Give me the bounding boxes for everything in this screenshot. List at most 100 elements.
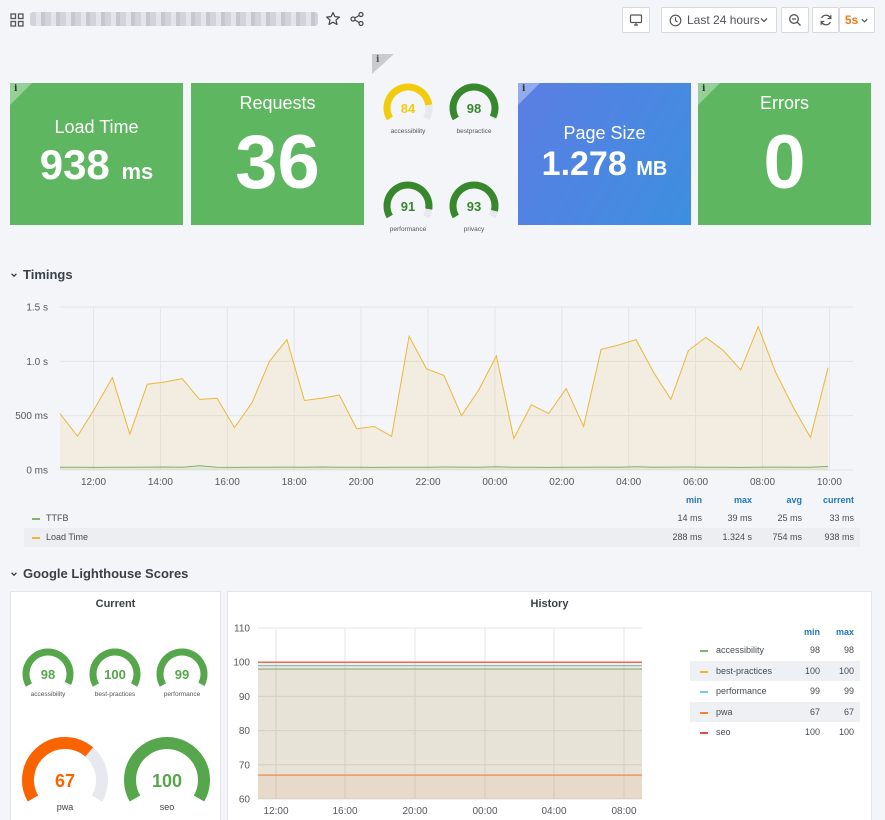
y-tick-label: 60 [239, 795, 251, 806]
gauge-label: performance [164, 691, 201, 698]
gauge-fill [89, 648, 141, 687]
refresh-button[interactable] [812, 7, 839, 33]
stat-value: 0 [763, 120, 806, 205]
timings-chart[interactable]: 0 ms 500 ms 1.0 s 1.5 s 12:00 14:00 16:00 18:00… [0, 290, 885, 490]
legend-min: 100 [804, 727, 820, 737]
legend-header-avg[interactable]: avg [786, 495, 802, 505]
monitor-icon [629, 14, 643, 26]
gauge-value: 100 [104, 667, 126, 682]
time-range-label: Last 24 hours [687, 13, 760, 27]
y-tick-label: 70 [239, 760, 251, 771]
current-scores-panel: Current 98 accessibility 100 best-practices… [10, 591, 221, 820]
x-tick-label: 12:00 [81, 477, 106, 488]
legend-header-max[interactable]: max [733, 495, 752, 505]
stat-value: 1.278 MB [541, 145, 668, 183]
legend-row-ttfb[interactable]: TTFB 14 ms 39 ms 25 ms 33 ms [24, 509, 860, 528]
row-toggle-lighthouse[interactable]: Google Lighthouse Scores [10, 566, 188, 581]
row-title: Google Lighthouse Scores [23, 566, 189, 581]
legend-name: Load Time [46, 532, 89, 542]
legend-row-load-time[interactable]: Load Time 288 ms 1.324 s 754 ms 938 ms [24, 528, 860, 547]
legend-swatch [700, 732, 708, 734]
zoom-out-icon [789, 14, 801, 26]
y-tick-label: 100 [233, 658, 250, 669]
dashboard-navbar: Last 24 hours 5s [0, 0, 885, 40]
info-icon[interactable]: i [14, 84, 18, 94]
legend-avg: 25 ms [777, 513, 802, 523]
legend-row-seo[interactable]: seo 100 100 [690, 722, 860, 742]
tv-mode-button[interactable] [622, 7, 650, 33]
legend-swatch [700, 711, 708, 714]
zoom-out-button[interactable] [781, 7, 809, 33]
y-tick-label: 1.5 s [26, 303, 48, 314]
refresh-interval-picker[interactable]: 5s [839, 7, 875, 33]
gauge-best-practices: 100 [89, 648, 141, 687]
gauge-accessibility: 98 [22, 648, 74, 687]
legend-name: accessibility [716, 645, 765, 655]
stat-value: 938 ms [39, 141, 154, 188]
series-area-Load Time [60, 326, 828, 470]
legend-max: 67 [843, 706, 854, 717]
refresh-interval-label: 5s [844, 13, 859, 27]
requests-panel: Requests 36 [191, 83, 364, 225]
gauge-label: best-practices [95, 691, 136, 698]
legend-min: 99 [809, 686, 820, 696]
refresh-icon [820, 14, 831, 26]
legend-row-accessibility[interactable]: accessibility 98 98 [690, 640, 860, 660]
legend-max: 98 [843, 645, 854, 655]
chevron-down-icon [11, 272, 17, 277]
legend-row-pwa[interactable]: pwa 67 67 [690, 701, 860, 722]
star-icon[interactable] [325, 11, 341, 27]
x-tick-label: 14:00 [148, 477, 173, 488]
row-title: Timings [23, 267, 73, 282]
legend-min: 100 [804, 665, 820, 676]
x-tick-label: 00:00 [482, 477, 507, 488]
gauge-fill [383, 181, 433, 219]
time-range-picker[interactable]: Last 24 hours [661, 7, 777, 33]
gauge-label: bestpractice [456, 128, 491, 135]
lighthouse-mini-gauges: 84 accessibility 98 bestpractice 91 performan… [383, 83, 499, 233]
legend-avg: 754 ms [772, 532, 802, 542]
gauge-pwa: 67 [22, 737, 108, 802]
gauge-value: 98 [41, 667, 55, 682]
apps-icon[interactable] [10, 13, 24, 27]
series-line-TTFB [60, 465, 829, 468]
history-chart[interactable]: 60 70 80 90 100 110 12:00 16:00 20:00 00:00 04:00 0… [227, 591, 687, 820]
legend-header-max[interactable]: max [835, 627, 854, 637]
info-corner [372, 54, 394, 74]
gauge-seo: 100 [124, 737, 210, 802]
legend-swatch [700, 691, 708, 693]
gauge-accessibility: 84 [383, 83, 433, 121]
y-tick-label: 500 ms [15, 411, 48, 422]
legend-header-min[interactable]: min [685, 495, 702, 505]
legend-row-best-practices[interactable]: best-practices 100 100 [690, 660, 860, 681]
row-toggle-timings[interactable]: Timings [10, 267, 73, 282]
x-tick-label: 16:00 [215, 477, 240, 488]
load-time-panel: i Load Time 938 ms [10, 83, 183, 225]
info-icon[interactable]: i [702, 84, 706, 94]
info-icon[interactable]: i [376, 55, 380, 65]
errors-panel: i Errors 0 [698, 83, 871, 225]
x-tick-label: 08:00 [750, 477, 775, 488]
legend-header-current[interactable]: current [822, 495, 854, 505]
legend-header-min[interactable]: min [803, 627, 820, 637]
share-icon[interactable] [349, 11, 365, 27]
gauge-performance: 99 [156, 648, 208, 687]
x-tick-label: 12:00 [263, 806, 288, 817]
series-area-pwa [258, 775, 642, 799]
x-tick-label: 18:00 [282, 477, 307, 488]
info-icon[interactable]: i [522, 84, 526, 94]
panel-title: Page Size [563, 123, 646, 143]
x-tick-label: 16:00 [332, 806, 357, 817]
legend-min: 98 [809, 645, 820, 655]
gauge-fill [22, 737, 94, 802]
x-tick-label: 20:00 [402, 806, 427, 817]
gauge-fill [156, 648, 208, 687]
legend-row-performance[interactable]: performance 99 99 [690, 681, 860, 701]
gauge-label: performance [390, 226, 427, 233]
x-tick-label: 04:00 [541, 806, 566, 817]
legend-name: pwa [716, 706, 733, 717]
x-tick-label: 04:00 [616, 477, 641, 488]
series-area-best-practices [258, 662, 642, 799]
dashboard-title-redacted[interactable] [30, 12, 318, 26]
gauge-value: 100 [152, 771, 182, 791]
